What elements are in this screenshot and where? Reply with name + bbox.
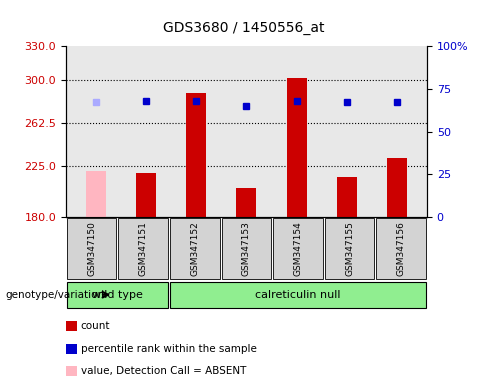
Bar [273,218,323,279]
Text: GSM347150: GSM347150 [87,221,96,276]
Bar [387,158,407,217]
Text: GSM347153: GSM347153 [242,221,251,276]
Bar [325,218,374,279]
Text: GSM347156: GSM347156 [397,221,406,276]
Bar [286,78,306,217]
Bar [136,172,156,217]
Text: genotype/variation: genotype/variation [5,290,104,300]
Bar [66,321,77,331]
Text: value, Detection Call = ABSENT: value, Detection Call = ABSENT [81,366,246,376]
Bar [86,171,106,217]
Text: GSM347151: GSM347151 [139,221,148,276]
Bar [66,366,77,376]
Text: wild type: wild type [92,290,143,300]
Bar [170,218,220,279]
Bar [222,218,271,279]
Text: percentile rank within the sample: percentile rank within the sample [81,344,256,354]
Bar [186,93,206,217]
Bar [236,189,257,217]
Text: GSM347155: GSM347155 [345,221,354,276]
Bar [67,218,117,279]
Bar [67,282,168,308]
Text: count: count [81,321,110,331]
Text: GSM347154: GSM347154 [293,221,303,276]
Text: GDS3680 / 1450556_at: GDS3680 / 1450556_at [163,21,325,35]
Bar [170,282,426,308]
Bar [66,344,77,354]
Bar [119,218,168,279]
Bar [337,177,357,217]
Text: calreticulin null: calreticulin null [255,290,341,300]
Bar [376,218,426,279]
Text: GSM347152: GSM347152 [190,221,200,276]
